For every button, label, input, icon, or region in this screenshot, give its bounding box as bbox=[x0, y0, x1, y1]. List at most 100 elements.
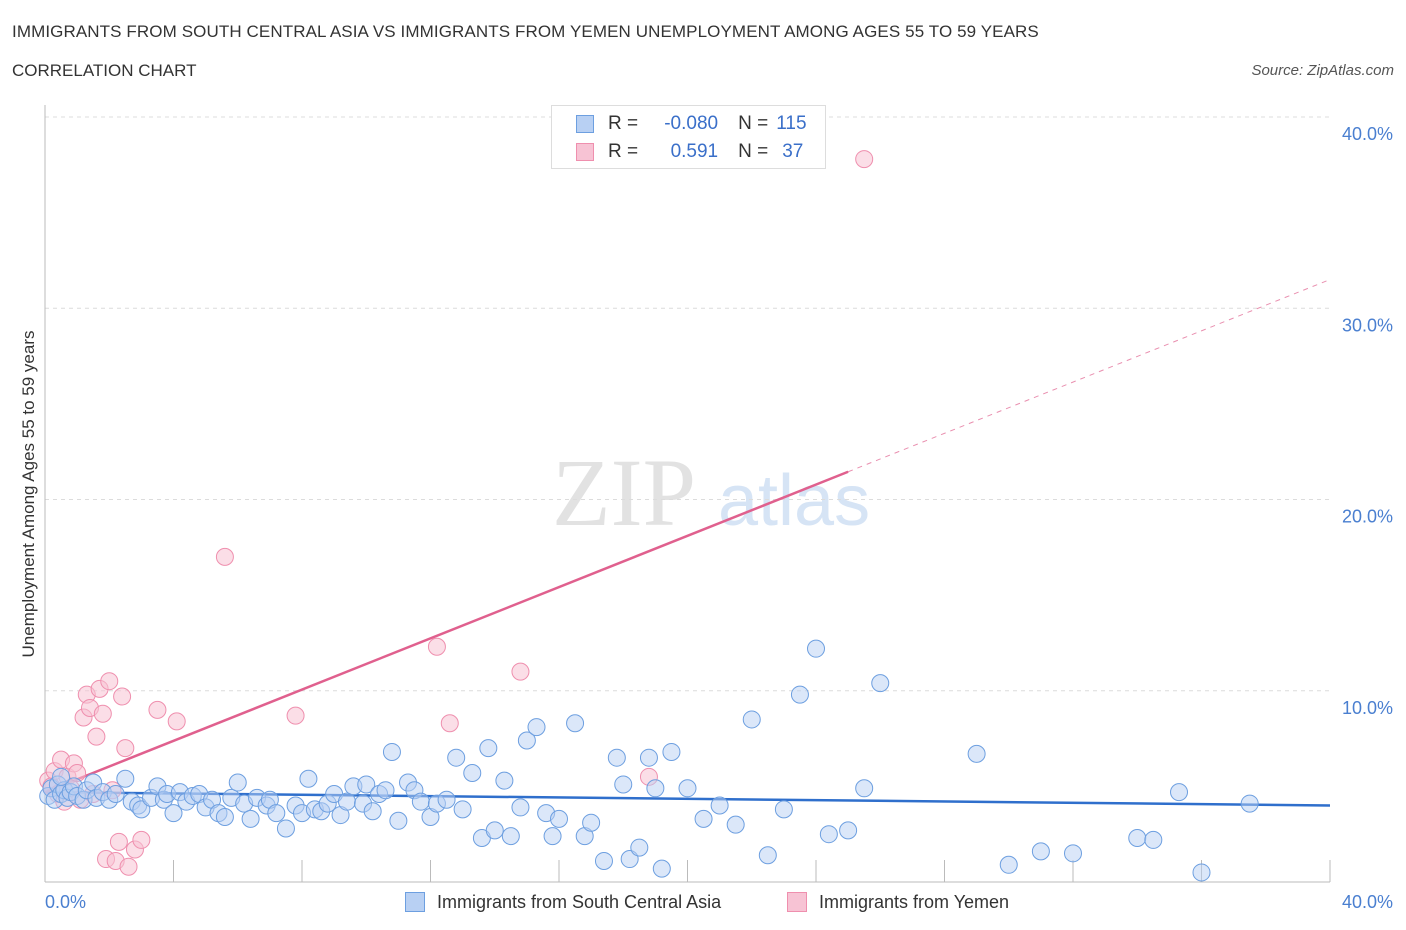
data-point-south-central-asia bbox=[582, 813, 601, 832]
legend-swatch-pink bbox=[787, 892, 807, 912]
gridlines bbox=[45, 116, 1330, 692]
pink-r-value: 0.591 bbox=[670, 141, 719, 162]
data-point-south-central-asia bbox=[774, 800, 793, 819]
data-point-south-central-asia bbox=[357, 775, 376, 794]
y-tick-label: 20.0% bbox=[1342, 507, 1393, 527]
data-point-south-central-asia bbox=[299, 769, 318, 788]
data-point-south-central-asia bbox=[790, 685, 809, 704]
data-point-south-central-asia bbox=[1128, 829, 1147, 848]
data-point-south-central-asia bbox=[758, 846, 777, 865]
data-point-south-central-asia bbox=[376, 781, 395, 800]
tick-labels: 10.0% 20.0% 30.0% 40.0% 0.0% 40.0% bbox=[45, 124, 1393, 912]
data-point-yemen bbox=[109, 832, 128, 851]
data-point-south-central-asia bbox=[463, 763, 482, 782]
data-point-south-central-asia bbox=[337, 792, 356, 811]
data-point-south-central-asia bbox=[620, 850, 639, 869]
data-point-south-central-asia bbox=[276, 819, 295, 838]
data-point-yemen bbox=[148, 700, 167, 719]
data-point-south-central-asia bbox=[694, 809, 713, 828]
data-point-south-central-asia bbox=[52, 767, 71, 786]
legend-label-blue: Immigrants from South Central Asia bbox=[437, 891, 722, 912]
data-point-south-central-asia bbox=[215, 807, 234, 826]
pink-swatch bbox=[576, 143, 594, 161]
legend-item-yemen: Immigrants from Yemen bbox=[787, 889, 1009, 915]
data-point-south-central-asia bbox=[511, 798, 530, 817]
data-point-south-central-asia bbox=[479, 739, 498, 758]
data-point-yemen bbox=[116, 739, 135, 758]
y-tick-label: 10.0% bbox=[1342, 698, 1393, 718]
data-point-south-central-asia bbox=[411, 792, 430, 811]
legend-item-south-central-asia: Immigrants from South Central Asia bbox=[405, 889, 721, 915]
data-point-south-central-asia bbox=[819, 825, 838, 844]
data-point-yemen bbox=[286, 706, 305, 725]
data-point-south-central-asia bbox=[241, 809, 260, 828]
data-point-south-central-asia bbox=[871, 674, 890, 693]
data-point-yemen bbox=[215, 547, 234, 566]
x-tick-label: 0.0% bbox=[45, 892, 86, 912]
data-point-south-central-asia bbox=[999, 855, 1018, 874]
axes bbox=[44, 105, 1331, 883]
data-point-yemen bbox=[87, 727, 106, 746]
data-point-yemen bbox=[167, 712, 186, 731]
data-point-yemen bbox=[511, 662, 530, 681]
legend-swatch-blue bbox=[405, 892, 425, 912]
data-point-south-central-asia bbox=[267, 804, 286, 823]
data-point-south-central-asia bbox=[527, 718, 546, 737]
data-point-south-central-asia bbox=[646, 779, 665, 798]
data-point-south-central-asia bbox=[1170, 783, 1189, 802]
data-point-south-central-asia bbox=[543, 827, 562, 846]
data-point-south-central-asia bbox=[630, 838, 649, 857]
data-point-south-central-asia bbox=[164, 804, 183, 823]
blue-swatch bbox=[576, 115, 594, 133]
y-tick-label: 40.0% bbox=[1342, 124, 1393, 144]
chart-subtitle: CORRELATION CHART bbox=[12, 61, 197, 80]
data-point-south-central-asia bbox=[1144, 830, 1163, 849]
data-point-yemen bbox=[855, 150, 874, 169]
data-point-south-central-asia bbox=[855, 779, 874, 798]
legend-row-pink: R = 0.591 N = 37 bbox=[576, 140, 803, 164]
data-point-yemen bbox=[100, 672, 119, 691]
data-point-south-central-asia bbox=[614, 775, 633, 794]
y-tick-label: 30.0% bbox=[1342, 315, 1393, 335]
data-point-south-central-asia bbox=[453, 800, 472, 819]
blue-n-value: 115 bbox=[776, 113, 807, 134]
y-axis-label: Unemployment Among Ages 55 to 59 years bbox=[19, 331, 38, 658]
data-point-south-central-asia bbox=[495, 771, 514, 790]
data-point-yemen bbox=[93, 704, 112, 723]
data-point-yemen bbox=[113, 687, 132, 706]
data-point-south-central-asia bbox=[639, 748, 658, 767]
data-point-yemen bbox=[427, 637, 446, 656]
trend-line-pink-extension bbox=[847, 279, 1331, 473]
pink-n-value: 37 bbox=[782, 141, 804, 162]
data-point-south-central-asia bbox=[437, 790, 456, 809]
data-point-south-central-asia bbox=[517, 731, 536, 750]
data-point-south-central-asia bbox=[652, 859, 671, 878]
x-tick-label: 40.0% bbox=[1342, 892, 1393, 912]
data-point-south-central-asia bbox=[839, 821, 858, 840]
data-point-south-central-asia bbox=[363, 802, 382, 821]
legend-row-blue: R = -0.080 N = 115 bbox=[576, 112, 807, 136]
data-point-south-central-asia bbox=[228, 773, 247, 792]
source-label: Source: ZipAtlas.com bbox=[1251, 62, 1394, 79]
data-point-south-central-asia bbox=[501, 827, 520, 846]
watermark-zip: ZIP bbox=[552, 439, 696, 546]
correlation-legend: R = -0.080 N = 115 R = 0.591 N = 37 bbox=[551, 105, 826, 169]
data-point-south-central-asia bbox=[807, 639, 825, 658]
data-point-south-central-asia bbox=[678, 779, 697, 798]
data-point-south-central-asia bbox=[742, 710, 761, 729]
data-point-south-central-asia bbox=[662, 742, 681, 761]
r-label: R = bbox=[608, 113, 639, 134]
data-point-south-central-asia bbox=[710, 796, 729, 815]
data-point-south-central-asia bbox=[116, 769, 135, 788]
data-point-south-central-asia bbox=[447, 748, 466, 767]
n-label: N = bbox=[738, 141, 769, 162]
data-point-south-central-asia bbox=[382, 742, 401, 761]
data-point-south-central-asia bbox=[594, 851, 613, 870]
data-point-south-central-asia bbox=[1031, 842, 1050, 861]
data-point-south-central-asia bbox=[106, 785, 125, 804]
n-label: N = bbox=[738, 113, 769, 134]
data-point-south-central-asia bbox=[1240, 794, 1259, 813]
data-point-south-central-asia bbox=[389, 811, 408, 830]
data-point-south-central-asia bbox=[485, 821, 504, 840]
